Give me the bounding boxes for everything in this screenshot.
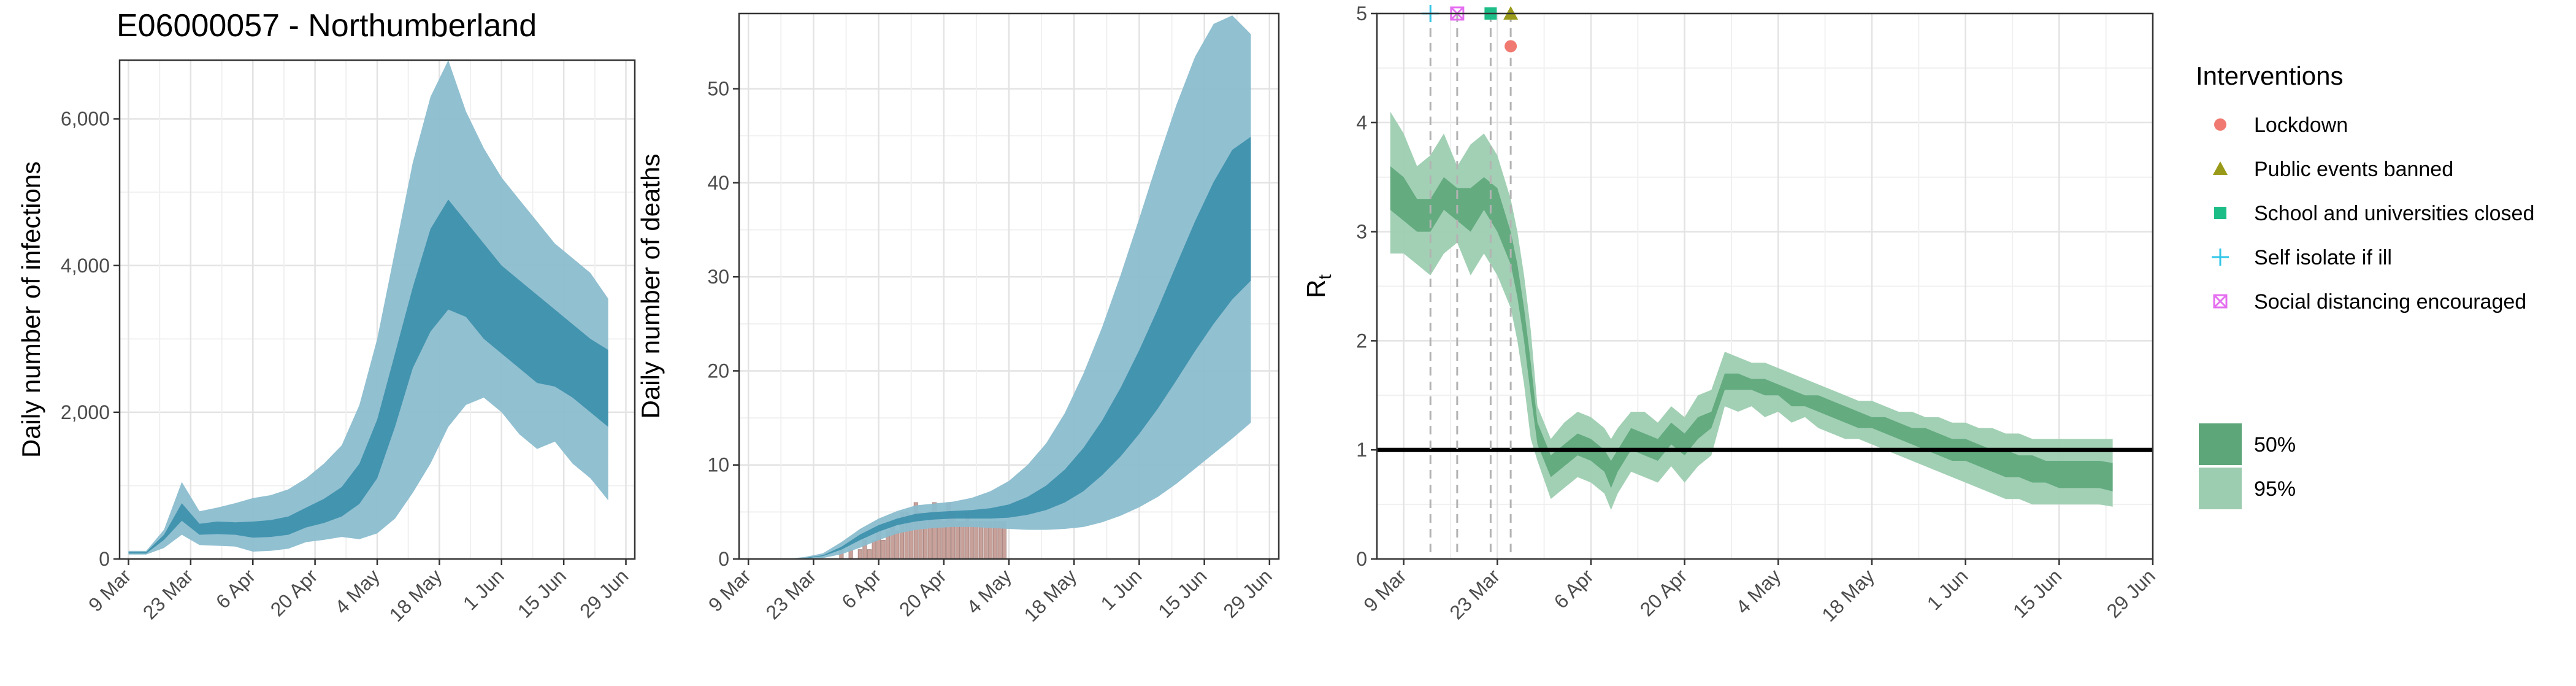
y-axis-title: Rt bbox=[1301, 274, 1335, 298]
legend-label: Lockdown bbox=[2254, 114, 2348, 137]
band-50 bbox=[1390, 166, 2113, 491]
legend-key-plus bbox=[2212, 249, 2229, 266]
panel-3: 0 1 2 3 4 5 9 Mar 23 Mar 6 Apr 20 Apr 4 May 18 May 1… bbox=[1301, 2, 2160, 626]
x-tick-label: 4 May bbox=[1731, 565, 1785, 618]
x-tick-label: 15 Jun bbox=[2009, 565, 2066, 622]
legend-key-circle bbox=[2214, 118, 2226, 131]
band-95 bbox=[128, 60, 608, 555]
x-tick-label: 18 May bbox=[1019, 565, 1081, 626]
x-tick-label: 29 Jun bbox=[575, 565, 632, 622]
x-tick-label: 20 Apr bbox=[1636, 565, 1692, 620]
y-tick-label: 4,000 bbox=[61, 255, 110, 277]
panel-border bbox=[1376, 12, 2154, 560]
y-tick-label: 2 bbox=[1356, 330, 1367, 352]
chart-title: E06000057 - Northumberland bbox=[117, 8, 537, 44]
deaths-bar bbox=[872, 539, 876, 560]
legend-key-band bbox=[2199, 468, 2242, 509]
x-tick-label: 9 Mar bbox=[1359, 565, 1411, 616]
panel-2: 0 10 20 30 40 50 9 Mar 23 Mar 6 Apr 20 Apr 4 May 18… bbox=[636, 12, 1280, 626]
deaths-bar bbox=[881, 539, 886, 560]
deaths-bar bbox=[895, 530, 900, 560]
x-tick-label: 6 Apr bbox=[1550, 565, 1598, 613]
x-tick-label: 20 Apr bbox=[895, 565, 951, 620]
x-tick-label: 18 May bbox=[1817, 565, 1879, 626]
legend-key-square-x bbox=[2213, 294, 2228, 309]
legend-label: 95% bbox=[2254, 477, 2296, 501]
x-tick-label: 18 May bbox=[385, 565, 447, 626]
x-tick-label: 29 Jun bbox=[2103, 565, 2160, 622]
x-tick-label: 1 Jun bbox=[1097, 565, 1146, 614]
x-tick-label: 23 Mar bbox=[761, 565, 820, 623]
panel-1: 0 2,000 4,000 6,000 9 Mar 23 Mar 6 Apr 20 Apr 4 … bbox=[17, 59, 636, 626]
intervention-marker bbox=[1505, 40, 1517, 53]
y-axis-title: Daily number of infections bbox=[17, 161, 45, 458]
y-tick-label: 5 bbox=[1356, 2, 1367, 25]
x-tick-label: 23 Mar bbox=[139, 565, 197, 623]
y-tick-label: 0 bbox=[718, 548, 729, 570]
legend-title: Interventions bbox=[2196, 61, 2343, 90]
y-tick-label: 2,000 bbox=[61, 401, 110, 423]
x-tick-label: 15 Jun bbox=[1154, 565, 1211, 622]
x-tick-label: 4 May bbox=[962, 565, 1016, 618]
y-tick-label: 1 bbox=[1356, 439, 1367, 461]
y-axis-title: Daily number of deaths bbox=[636, 154, 665, 419]
y-tick-label: 50 bbox=[707, 78, 729, 100]
x-tick-label: 1 Jun bbox=[1923, 565, 1972, 614]
band-50 bbox=[748, 136, 1251, 560]
x-tick-label: 15 Jun bbox=[513, 565, 570, 622]
y-axis-title-subscript: t bbox=[1315, 274, 1335, 280]
y-tick-label: 3 bbox=[1356, 221, 1367, 243]
legend-label: School and universities closed bbox=[2254, 202, 2534, 225]
y-tick-label: 40 bbox=[707, 172, 729, 194]
legend-key-square bbox=[2214, 207, 2226, 219]
x-tick-label: 20 Apr bbox=[266, 565, 322, 620]
x-tick-label: 1 Jun bbox=[459, 565, 508, 614]
band-50 bbox=[128, 199, 608, 553]
legend: Interventions Lockdown Public events banne… bbox=[2196, 61, 2534, 509]
legend-label: Public events banned bbox=[2254, 158, 2453, 181]
deaths-bar bbox=[857, 549, 862, 560]
y-tick-label: 20 bbox=[707, 360, 729, 382]
legend-label: Self isolate if ill bbox=[2254, 246, 2392, 269]
x-tick-label: 4 May bbox=[331, 565, 384, 618]
x-tick-label: 9 Mar bbox=[84, 565, 136, 616]
x-tick-label: 6 Apr bbox=[837, 565, 886, 613]
y-tick-label: 4 bbox=[1356, 112, 1367, 134]
y-tick-label: 30 bbox=[707, 266, 729, 288]
legend-label: Social distancing encouraged bbox=[2254, 290, 2526, 314]
x-tick-label: 23 Mar bbox=[1445, 565, 1504, 623]
x-tick-label: 29 Jun bbox=[1219, 565, 1276, 622]
deaths-bar bbox=[867, 549, 872, 560]
y-tick-label: 10 bbox=[707, 454, 729, 476]
x-tick-label: 9 Mar bbox=[704, 565, 756, 616]
x-tick-label: 6 Apr bbox=[212, 565, 260, 613]
y-tick-label: 6,000 bbox=[61, 108, 110, 130]
legend-key-band bbox=[2199, 423, 2242, 465]
y-tick-label: 0 bbox=[1356, 548, 1367, 570]
y-tick-label: 0 bbox=[99, 548, 110, 570]
legend-key-triangle bbox=[2213, 161, 2228, 175]
legend-label: 50% bbox=[2254, 433, 2296, 457]
